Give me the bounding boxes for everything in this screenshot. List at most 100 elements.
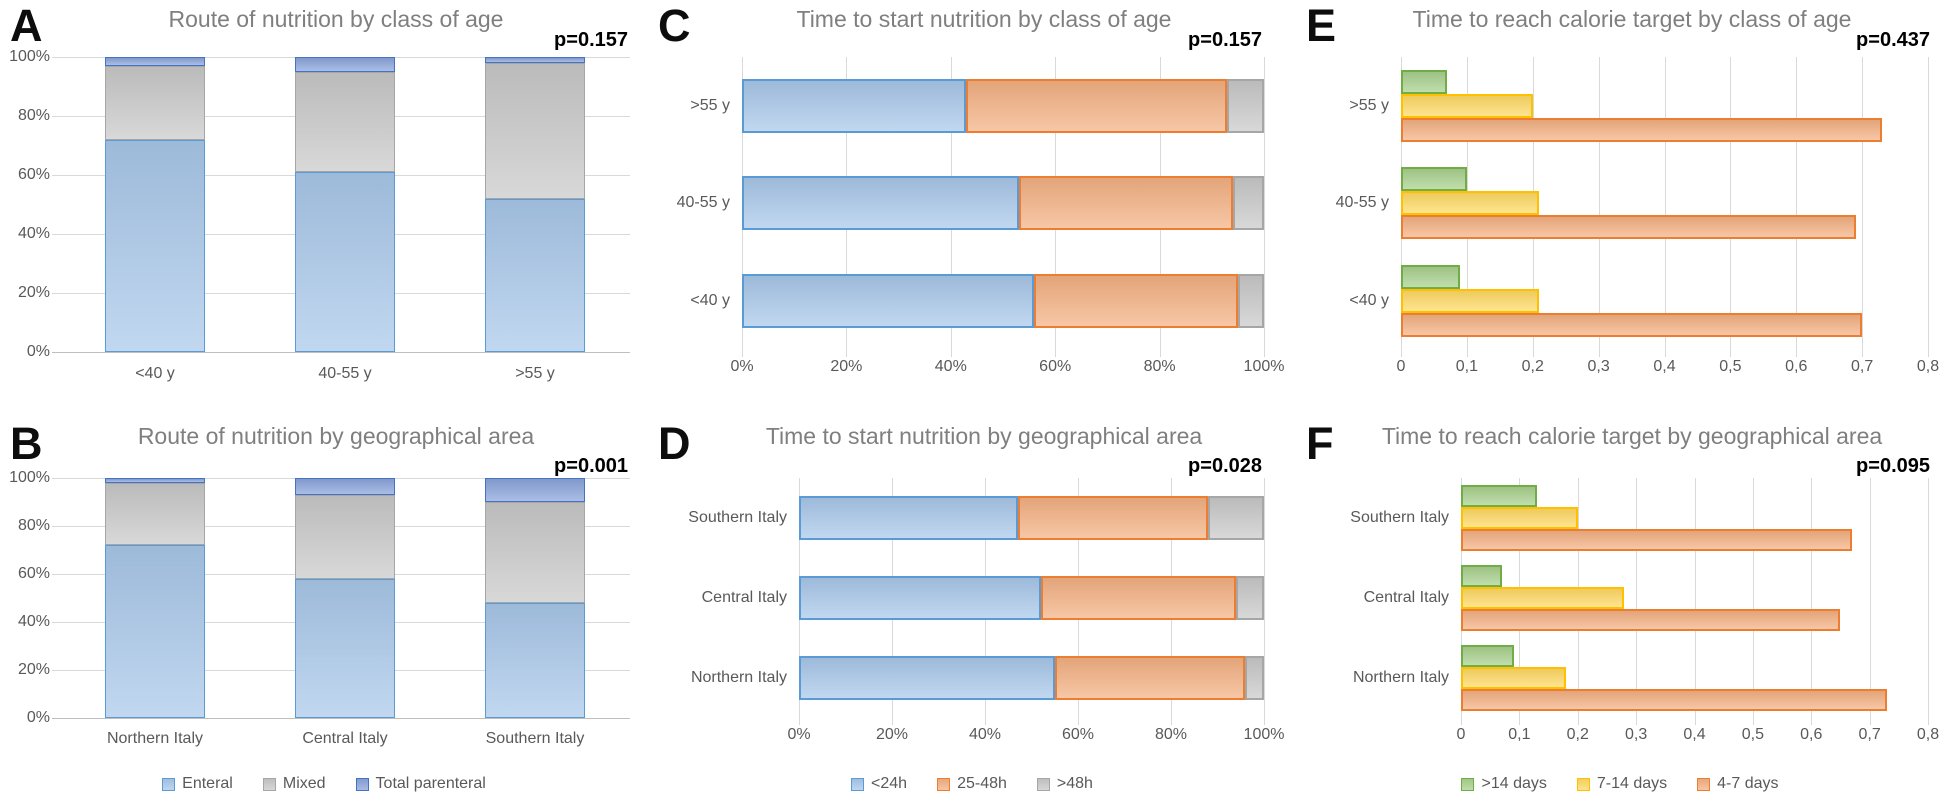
legend-label: >48h bbox=[1056, 775, 1093, 792]
category-axis: <40 y 40-55 y >55 y bbox=[60, 365, 630, 383]
legend-swatch-mixed bbox=[262, 777, 276, 791]
segment-mixed bbox=[105, 65, 205, 140]
chart-area: Southern Italy Central Italy Northern Ital… bbox=[654, 478, 1296, 748]
column-chart: 0% 20% 40% 60% 80% 100% Northern Italy Central … bbox=[6, 469, 648, 748]
x-axis-tick-label: 0,3 bbox=[1587, 358, 1610, 375]
stacked-bar bbox=[295, 478, 395, 718]
x-axis: 0% 20% 40% 60% 80% 100% bbox=[730, 350, 1284, 380]
gridline bbox=[1636, 478, 1638, 725]
chart-title: Route of nutrition by class of age bbox=[168, 6, 504, 32]
stacked-bar bbox=[105, 478, 205, 718]
segment-total-parenteral bbox=[105, 478, 205, 483]
chart-area: >55 y 40-55 y <40 y 0% 20% 40% 60% 80% 100% bbox=[654, 57, 1296, 380]
x-axis: 0 0,1 0,2 0,3 0,4 0,5 0,6 0,7 0,8 bbox=[1397, 350, 1940, 380]
x-axis-tick-label: 0,8 bbox=[1916, 726, 1940, 743]
y-axis-tick-label: 100% bbox=[9, 469, 50, 486]
y-axis-tick-label: 40% bbox=[17, 613, 50, 630]
chart-area: 0% 20% 40% 60% 80% 100% <40 y 40-55 y >55 y bbox=[6, 48, 648, 383]
plot-area bbox=[52, 57, 630, 353]
category-label: >55 y bbox=[690, 96, 730, 114]
panel-c: C Time to start nutrition by class of ag… bbox=[648, 0, 1296, 400]
bar-group bbox=[1461, 645, 1928, 711]
y-axis-tick-label: 40% bbox=[17, 225, 50, 242]
panel-letter: F bbox=[1306, 418, 1334, 469]
legend-item: 25-48h bbox=[937, 775, 1007, 793]
legend-swatch-25-48h bbox=[937, 777, 951, 791]
stacked-bar bbox=[485, 478, 585, 718]
chart-area: >55 y 40-55 y <40 y 0 0,1 0,2 0,3 0,4 0,5 0,6 0,7 0… bbox=[1302, 57, 1944, 380]
legend-swatch-24h bbox=[851, 777, 865, 791]
legend-swatch-enteral bbox=[162, 777, 176, 791]
legend-time-to-target: >14 days 7-14 days 4-7 days bbox=[1296, 775, 1944, 793]
legend-item: Mixed bbox=[262, 775, 326, 793]
panel-letter: A bbox=[10, 0, 43, 51]
y-axis-tick-label: 80% bbox=[17, 517, 50, 534]
x-axis-tick-label: 0% bbox=[787, 726, 811, 743]
x-axis-tick-label: 0 bbox=[1456, 726, 1466, 743]
stacked-bar bbox=[799, 496, 1264, 540]
category-label: Northern Italy bbox=[1352, 669, 1449, 686]
bar-14-days bbox=[1401, 69, 1448, 94]
y-axis-tick-label: 0% bbox=[26, 709, 50, 726]
chart-title: Time to start nutrition by geographical … bbox=[765, 423, 1203, 449]
x-axis-tick-label: 0,3 bbox=[1625, 726, 1648, 743]
chart-area: 0% 20% 40% 60% 80% 100% Northern Italy Central … bbox=[6, 469, 648, 748]
panel-e: E Time to reach calorie target by class … bbox=[1296, 0, 1944, 400]
segment-25-48h bbox=[1018, 176, 1233, 231]
y-axis-tick-label: 60% bbox=[17, 565, 50, 582]
legend-swatch-48h bbox=[1036, 777, 1050, 791]
category-label: Northern Italy bbox=[690, 669, 787, 686]
y-axis-tick-label: 0% bbox=[26, 343, 50, 360]
gridline bbox=[1694, 478, 1696, 725]
x-axis-tick-label: 0% bbox=[730, 358, 754, 375]
legend-item: 4-7 days bbox=[1697, 775, 1779, 793]
category-label: 40-55 y bbox=[1335, 194, 1389, 212]
gridline bbox=[1730, 57, 1732, 357]
legend-route-of-nutrition: Enteral Mixed Total parenteral bbox=[0, 775, 648, 793]
stacked-bar bbox=[295, 57, 395, 352]
x-axis-tick-label: 0,7 bbox=[1858, 726, 1881, 743]
bar-group bbox=[1461, 485, 1928, 551]
segment-24h bbox=[799, 576, 1041, 620]
chart-title: Route of nutrition by geographical area bbox=[137, 423, 535, 449]
bar-4-7-days bbox=[1461, 609, 1841, 631]
bar-4-7-days bbox=[1401, 215, 1856, 240]
x-axis-tick-label: 0,4 bbox=[1653, 358, 1676, 375]
segment-48h bbox=[1227, 78, 1264, 133]
x-axis-tick-label: 0,2 bbox=[1521, 358, 1544, 375]
x-axis-tick-label: 20% bbox=[830, 358, 863, 375]
segment-48h bbox=[1237, 274, 1264, 329]
category-label: <40 y bbox=[690, 292, 730, 310]
segment-25-48h bbox=[1040, 576, 1237, 620]
stacked-bar bbox=[105, 57, 205, 352]
x-axis-tick-label: 40% bbox=[968, 726, 1002, 743]
segment-25-48h bbox=[1017, 496, 1209, 540]
panel-letter: B bbox=[10, 418, 43, 469]
legend-time-to-start: <24h 25-48h >48h bbox=[648, 775, 1296, 793]
legend-label: Enteral bbox=[182, 775, 233, 792]
segment-24h bbox=[742, 176, 1019, 231]
gridline bbox=[1869, 478, 1871, 725]
gridline bbox=[1928, 478, 1929, 725]
p-value-label: p=0.157 bbox=[1188, 29, 1262, 51]
segment-25-48h bbox=[966, 78, 1228, 133]
stacked-bar bbox=[742, 78, 1264, 133]
bar-7-14-days bbox=[1461, 587, 1625, 609]
bar-4-7-days bbox=[1401, 117, 1882, 142]
p-value-label: p=0.028 bbox=[1188, 455, 1262, 477]
legend-label: 4-7 days bbox=[1717, 775, 1779, 792]
legend-item: Total parenteral bbox=[355, 775, 486, 793]
legend-item: <24h bbox=[851, 775, 907, 793]
grouped-bar-chart: >55 y 40-55 y <40 y 0 0,1 0,2 0,3 0,4 0,5 0,6 0,7 0… bbox=[1302, 57, 1944, 380]
chart-area: Southern Italy Central Italy Northern Ital… bbox=[1302, 478, 1944, 748]
segment-mixed bbox=[295, 494, 395, 579]
segment-48h bbox=[1232, 176, 1264, 231]
segment-enteral bbox=[485, 198, 585, 352]
segment-mixed bbox=[485, 502, 585, 603]
x-axis-tick-label: 0 bbox=[1396, 358, 1406, 375]
y-axis-tick-label: 20% bbox=[17, 661, 50, 678]
y-axis-tick-label: 60% bbox=[17, 166, 50, 183]
x-axis: 0 0,1 0,2 0,3 0,4 0,5 0,6 0,7 0,8 bbox=[1457, 718, 1940, 748]
legend-label: Total parenteral bbox=[375, 775, 486, 792]
